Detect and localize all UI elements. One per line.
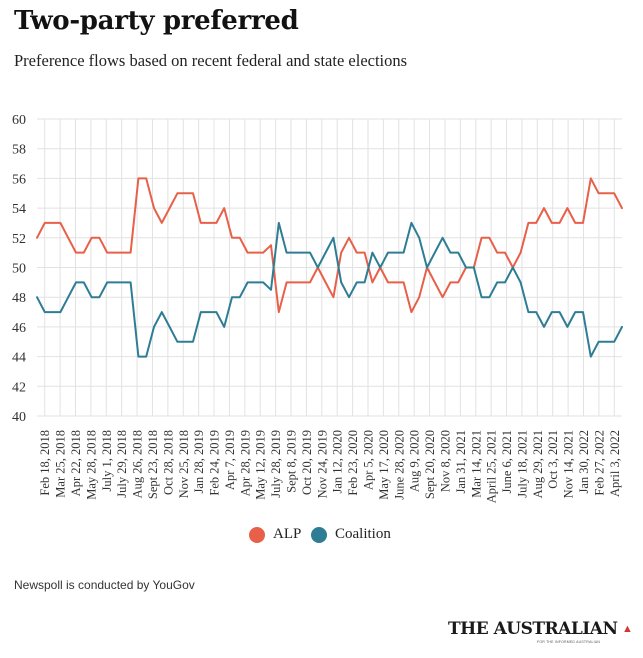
x-tick-label: Feb 24, 2019 bbox=[208, 430, 222, 496]
legend-label-coalition: Coalition bbox=[335, 526, 391, 542]
x-tick-label: Nov 24, 2019 bbox=[315, 430, 329, 498]
x-tick-label: Feb 23, 2020 bbox=[346, 430, 360, 496]
x-tick-label: Apr 22, 2018 bbox=[69, 430, 83, 496]
y-tick-label: 42 bbox=[12, 380, 26, 395]
x-tick-label: Aug 9, 2020 bbox=[408, 430, 422, 492]
x-tick-label: Jan 30, 2022 bbox=[577, 430, 591, 494]
x-tick-label: Oct 28, 2018 bbox=[161, 430, 175, 495]
x-tick-label: Jan 28, 2019 bbox=[192, 430, 206, 494]
x-tick-label: Apr 28, 2019 bbox=[238, 430, 252, 496]
x-tick-label: July 18, 2021 bbox=[515, 430, 529, 498]
y-tick-label: 44 bbox=[12, 351, 26, 366]
x-tick-label: Sept 20, 2020 bbox=[423, 430, 437, 499]
x-tick-label: July 29, 2018 bbox=[115, 430, 129, 498]
x-tick-label: Oct 3, 2021 bbox=[546, 430, 560, 489]
x-tick-label: Feb 18, 2018 bbox=[38, 430, 52, 496]
x-tick-label: Mar 25, 2018 bbox=[54, 430, 68, 498]
y-tick-label: 58 bbox=[12, 143, 26, 158]
coalition-swatch-icon bbox=[311, 526, 327, 543]
source-note: Newspoll is conducted by YouGov bbox=[14, 578, 195, 592]
x-tick-label: Mar 14, 2021 bbox=[469, 430, 483, 498]
x-tick-label: May 17, 2020 bbox=[377, 430, 391, 500]
legend-item-coalition[interactable]: Coalition bbox=[311, 526, 391, 543]
x-tick-label: Aug 26, 2018 bbox=[131, 430, 145, 498]
x-tick-label: Apr 7, 2019 bbox=[223, 430, 237, 490]
y-tick-label: 50 bbox=[12, 262, 26, 277]
x-tick-label: July 1, 2018 bbox=[100, 430, 114, 491]
series-line-alp bbox=[36, 177, 623, 314]
y-tick-label: 46 bbox=[12, 321, 26, 336]
y-tick-label: 60 bbox=[12, 113, 26, 128]
x-tick-label: May 12, 2019 bbox=[254, 430, 268, 500]
y-tick-label: 54 bbox=[12, 202, 26, 217]
x-tick-label: Jan 31, 2021 bbox=[454, 430, 468, 494]
x-tick-label: Apr 5, 2020 bbox=[361, 430, 375, 490]
x-tick-label: Feb 27, 2022 bbox=[592, 430, 606, 496]
legend: ALP Coalition bbox=[0, 526, 643, 548]
x-tick-label: Aug 29, 2021 bbox=[531, 430, 545, 498]
x-tick-label: July 28, 2019 bbox=[269, 430, 283, 498]
x-tick-label: April 25, 2021 bbox=[485, 430, 499, 503]
emu-icon: ▲ bbox=[622, 623, 633, 635]
series-line-coalition bbox=[36, 221, 623, 358]
y-tick-label: 48 bbox=[12, 291, 26, 306]
alp-swatch-icon bbox=[249, 526, 265, 543]
x-tick-label: Nov 8, 2020 bbox=[438, 430, 452, 492]
legend-item-alp[interactable]: ALP bbox=[249, 526, 301, 543]
x-tick-label: Sept 8, 2019 bbox=[285, 430, 299, 493]
grid bbox=[37, 118, 622, 417]
chart-title: Two-party preferred bbox=[14, 6, 299, 36]
x-tick-label: Nov 14, 2021 bbox=[562, 430, 576, 498]
x-tick-label: Sept 23, 2018 bbox=[146, 430, 160, 499]
x-tick-label: Nov 25, 2018 bbox=[177, 430, 191, 498]
x-tick-label: June 6, 2021 bbox=[500, 430, 514, 494]
series bbox=[36, 177, 623, 358]
y-tick-label: 52 bbox=[12, 232, 26, 247]
y-tick-label: 40 bbox=[12, 410, 26, 425]
x-tick-label: Oct 20, 2019 bbox=[300, 430, 314, 495]
x-tick-label: May 28, 2018 bbox=[84, 430, 98, 500]
chart-subtitle: Preference flows based on recent federal… bbox=[14, 51, 408, 70]
brand-tagline: FOR THE INFORMED AUSTRALIAN bbox=[537, 640, 601, 644]
brand-logo[interactable]: THE AUSTRALIAN bbox=[448, 619, 618, 639]
legend-label-alp: ALP bbox=[273, 526, 302, 542]
x-tick-label: April 3, 2022 bbox=[608, 430, 622, 497]
y-axis: 40 42 44 46 48 50 52 54 56 58 60 bbox=[12, 113, 26, 425]
x-tick-label: June 28, 2020 bbox=[392, 430, 406, 500]
line-chart: 40 42 44 46 48 50 52 54 56 58 60 Feb 18, 2018 Mar 2… bbox=[12, 113, 623, 503]
x-tick-label: Jan 12, 2020 bbox=[331, 430, 345, 494]
y-tick-label: 56 bbox=[12, 172, 26, 187]
x-axis: Feb 18, 2018 Mar 25, 2018 Apr 22, 2018 May … bbox=[38, 430, 622, 503]
